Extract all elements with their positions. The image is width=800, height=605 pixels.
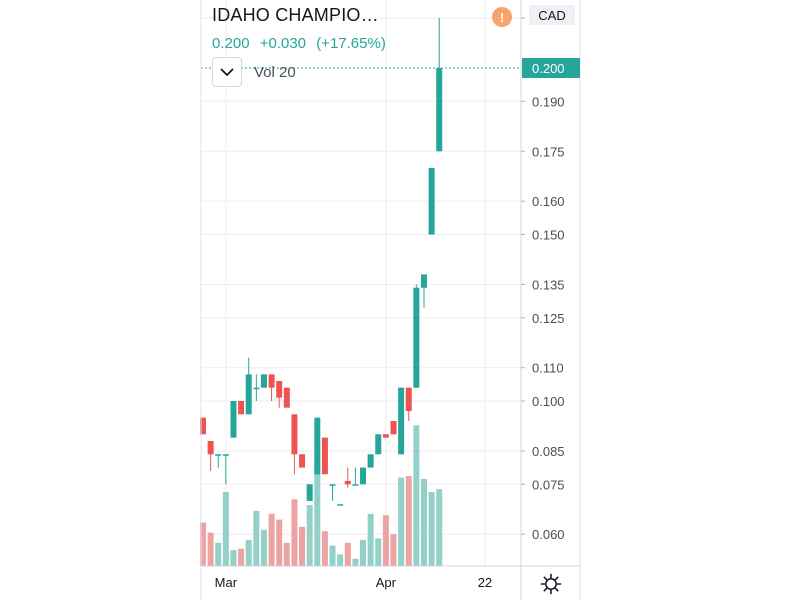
volume-bar [314,460,321,566]
volume-bar [405,476,412,566]
currency-badge: CAD [529,5,575,25]
candle-body [291,414,298,455]
candle-body [382,434,389,438]
candle-body [253,387,260,390]
chevron-down-icon [220,67,234,76]
candle-body [283,387,290,408]
y-tick-label: 0.075 [532,477,565,492]
volume-bar [230,550,237,566]
candle-body [375,434,382,455]
candle-body [215,454,222,456]
volume-bar [390,534,397,566]
ticker-title[interactable]: IDAHO CHAMPIO… [212,5,379,25]
y-tick-label: 0.110 [532,361,564,376]
exclamation-icon[interactable]: ! [492,7,512,27]
candle-body [260,374,267,388]
candle-body [314,417,321,475]
x-tick-label: 22 [478,575,492,590]
volume-bar [291,499,298,566]
y-tick-label: 0.100 [532,394,565,409]
last-price: 0.200 [212,35,250,52]
volume-bar [344,542,351,566]
volume-bar [360,539,367,566]
x-tick-label: Apr [376,575,397,590]
volume-bar [382,515,389,566]
volume-bar [222,492,229,566]
candle-body [344,480,351,485]
volume-bar [375,538,382,566]
volume-bar [200,522,206,566]
price-change: +0.030 [259,35,307,52]
gear-icon [540,573,562,595]
y-tick-label: 0.085 [532,444,565,459]
x-tick-label: Mar [215,575,238,590]
candle-body [413,287,420,388]
candle-body [398,387,405,455]
candle-body [299,454,306,468]
chart-frame [200,0,581,600]
volume-bar [283,542,290,566]
candle-body [222,454,229,456]
candle-body [420,274,427,288]
price-axis[interactable]: 0.2150.1900.1750.1600.1500.1350.1250.110… [521,11,580,542]
volume-bar [413,425,420,566]
candle-body [321,437,328,475]
volume-bar [436,489,443,566]
volume-bar [260,529,267,566]
candle-body [207,440,214,455]
last-price-badge-label: 0.200 [532,61,565,76]
candle-body [306,484,313,501]
candle-body [337,504,344,506]
volume-bar [321,531,328,566]
candle-body [352,484,359,486]
volume-bar [215,542,222,566]
candle-body [428,167,435,235]
volume-bars [200,425,443,566]
y-tick-label: 0.125 [532,311,565,326]
volume-bar [253,510,260,566]
last-price-badge [522,58,580,78]
candle-body [245,374,252,415]
volume-bar [337,554,344,566]
y-tick-label: 0.160 [532,194,565,209]
volume-bar [352,558,359,566]
volume-bar [207,532,214,566]
volume-bar [428,492,435,566]
collapse-button[interactable] [212,57,242,87]
price-summary: 0.200 +0.030 (+17.65%) [212,35,392,52]
candle-body [329,484,336,486]
volume-bar [306,505,313,566]
y-tick-label: 0.060 [532,527,565,542]
y-tick-label: 0.175 [532,144,565,159]
volume-indicator-label[interactable]: Vol 20 [254,64,296,81]
volume-bar [299,526,306,566]
volume-bar [329,545,336,566]
volume-bar [367,513,374,566]
candle-body [238,401,245,415]
volume-bar [420,479,427,566]
candlesticks [200,18,443,506]
candle-body [367,454,374,468]
candle-body [276,381,283,398]
candle-body [200,417,206,435]
volume-bar [268,513,275,566]
settings-button[interactable] [538,571,564,597]
volume-bar [238,548,245,566]
time-axis[interactable]: Mar Apr 22 [215,575,493,590]
volume-bar [245,539,252,566]
volume-bar [276,519,283,566]
candle-body [436,68,443,152]
candle-body [230,401,237,438]
volume-bar [398,477,405,566]
price-change-percent: (+17.65%) [316,35,386,52]
y-tick-label: 0.190 [532,94,565,109]
candle-body [360,467,367,485]
candle-body [268,374,275,388]
candle-body [405,387,412,411]
y-tick-label: 0.150 [532,228,565,243]
y-tick-label: 0.135 [532,277,565,292]
candle-body [390,420,397,435]
